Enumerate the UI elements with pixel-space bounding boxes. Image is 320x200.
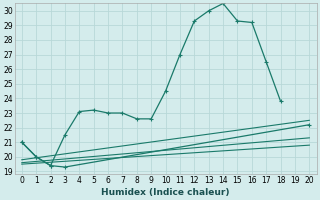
X-axis label: Humidex (Indice chaleur): Humidex (Indice chaleur) [101, 188, 230, 197]
